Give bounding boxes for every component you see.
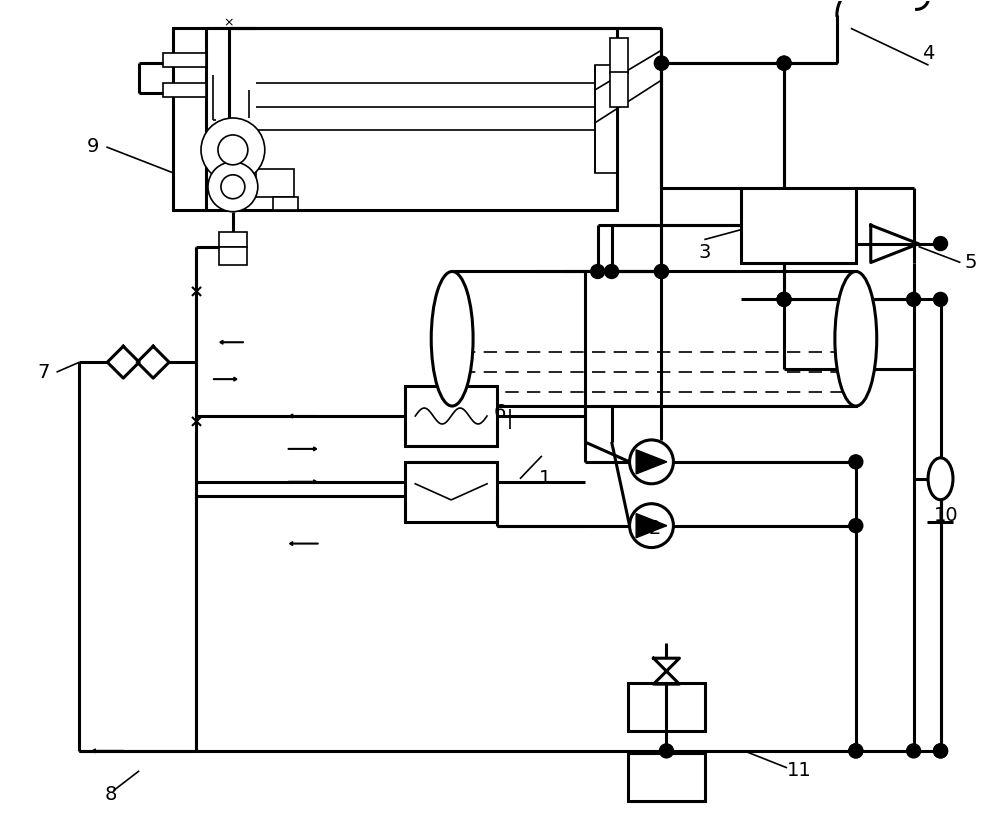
Circle shape <box>934 744 948 758</box>
Circle shape <box>630 504 673 548</box>
Text: ×: × <box>224 17 234 30</box>
Bar <box>628 683 705 731</box>
Text: 1: 1 <box>539 470 551 488</box>
Circle shape <box>208 162 258 212</box>
Bar <box>741 188 856 263</box>
Polygon shape <box>137 346 169 378</box>
Circle shape <box>934 293 948 306</box>
Text: 11: 11 <box>787 761 811 781</box>
Circle shape <box>654 264 668 279</box>
Bar <box>452 272 856 406</box>
Polygon shape <box>107 346 139 378</box>
Bar <box>405 462 497 521</box>
Circle shape <box>849 455 863 469</box>
Text: 9: 9 <box>87 138 100 157</box>
Bar <box>610 73 628 107</box>
Text: ×: × <box>188 413 204 431</box>
Circle shape <box>849 744 863 758</box>
Circle shape <box>221 175 245 198</box>
Polygon shape <box>636 514 667 538</box>
Ellipse shape <box>431 272 473 406</box>
Circle shape <box>777 56 791 70</box>
Bar <box>256 168 294 197</box>
Bar <box>628 753 705 801</box>
Bar <box>173 28 617 209</box>
Bar <box>163 83 206 97</box>
Text: 8: 8 <box>105 786 117 804</box>
Text: ×: × <box>188 284 204 301</box>
Circle shape <box>777 293 791 306</box>
Bar <box>405 386 497 446</box>
Circle shape <box>849 744 863 758</box>
Text: 3: 3 <box>698 243 711 262</box>
Text: 6: 6 <box>494 403 506 421</box>
Circle shape <box>218 135 248 165</box>
Text: 5: 5 <box>964 253 977 272</box>
Text: 7: 7 <box>37 363 50 382</box>
Ellipse shape <box>928 458 953 500</box>
Bar <box>163 53 206 68</box>
Bar <box>219 232 247 247</box>
Circle shape <box>777 56 791 70</box>
Circle shape <box>654 56 668 70</box>
Circle shape <box>630 440 673 484</box>
Circle shape <box>849 519 863 533</box>
Polygon shape <box>636 450 667 474</box>
Circle shape <box>777 293 791 306</box>
Circle shape <box>907 744 921 758</box>
Polygon shape <box>871 225 919 263</box>
Bar <box>595 65 617 173</box>
Bar <box>219 247 247 264</box>
Circle shape <box>934 237 948 250</box>
Bar <box>610 38 628 73</box>
Circle shape <box>654 56 668 70</box>
Circle shape <box>659 744 673 758</box>
Circle shape <box>907 293 921 306</box>
Circle shape <box>591 264 605 279</box>
Circle shape <box>934 744 948 758</box>
Text: 10: 10 <box>934 506 959 525</box>
Circle shape <box>654 264 668 279</box>
Circle shape <box>605 264 619 279</box>
Circle shape <box>201 118 265 182</box>
Text: 2: 2 <box>648 519 661 538</box>
Ellipse shape <box>835 272 877 406</box>
Bar <box>273 197 298 209</box>
Text: 4: 4 <box>922 43 935 63</box>
